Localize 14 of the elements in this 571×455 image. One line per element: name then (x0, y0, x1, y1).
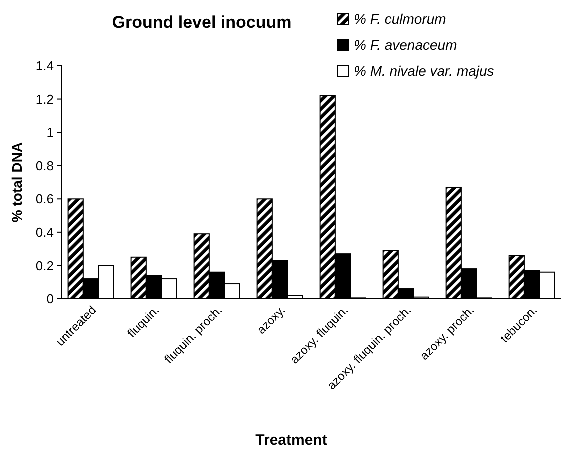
chart-title: Ground level inocuum (112, 13, 292, 32)
y-tick-label: 1.2 (36, 92, 54, 107)
y-tick-label: 0 (46, 292, 54, 307)
legend-label: % F. culmorum (354, 11, 447, 27)
y-tick-label: 1 (46, 125, 54, 140)
y-tick-label: 1.4 (36, 58, 54, 74)
y-tick-label: 0.4 (36, 224, 54, 240)
y-tick-label: 0.8 (36, 158, 54, 174)
y-axis-title: % total DNA (9, 142, 25, 223)
legend-label: % F. avenaceum (354, 37, 458, 53)
x-axis-title: Treatment (256, 432, 328, 449)
y-tick-label: 0.6 (36, 192, 54, 207)
legend-label: % M. nivale var. majus (354, 63, 494, 79)
y-tick-label: 0.2 (36, 258, 54, 274)
